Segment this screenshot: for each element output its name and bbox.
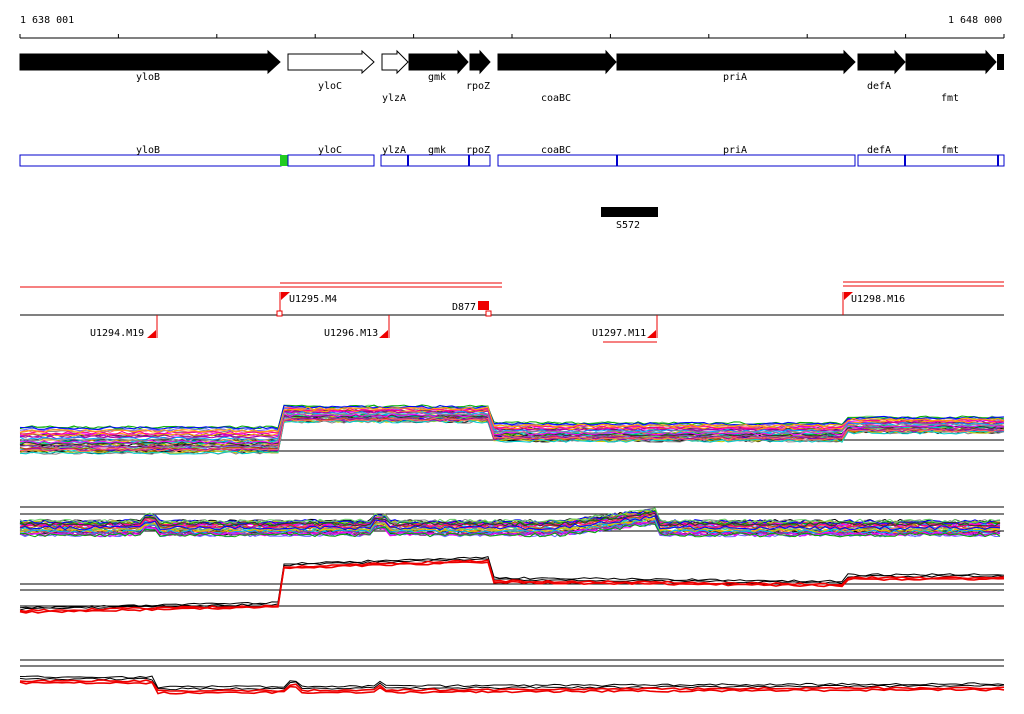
gene-box-yloB[interactable]	[19, 154, 282, 167]
profile-line	[19, 407, 1005, 435]
gene-box-track: yloB yloC ylzA gmk rpoZ coaBC priA defA …	[19, 145, 1005, 167]
gene-label: defA	[867, 81, 891, 92]
marker-u1295-m4[interactable]: U1295.M4	[276, 292, 337, 317]
feature-track: S572	[601, 207, 658, 231]
profile-line	[19, 561, 1005, 614]
gene-label: fmt	[941, 93, 959, 104]
gene-box-fmt[interactable]	[904, 154, 999, 167]
profile-line	[19, 521, 1001, 537]
marker-label: U1297.M11	[592, 328, 646, 339]
ruler-end-label: 1 648 000	[948, 15, 1002, 26]
profile-line	[19, 555, 1005, 609]
gene-label: yloB	[136, 72, 160, 83]
profile-line	[19, 411, 1005, 442]
marker-u1298-m16[interactable]: U1298.M16	[842, 292, 905, 315]
marker-label: D877	[452, 302, 476, 313]
profile-line	[19, 519, 1001, 535]
gene-arrow-fmt[interactable]	[905, 49, 997, 75]
profile-line	[19, 406, 1005, 433]
expression-panel-pair-2	[19, 659, 1005, 695]
gene-box-green-marker	[280, 155, 288, 166]
gene-arrow-coaBC[interactable]	[497, 49, 617, 75]
gene-arrow-priA[interactable]	[616, 49, 856, 75]
marker-label: U1298.M16	[851, 294, 905, 305]
profile-line	[19, 404, 1005, 430]
profile-line	[19, 559, 1005, 613]
profile-line	[19, 558, 1005, 611]
profile-line	[19, 681, 1005, 695]
gene-arrow-gmk[interactable]	[408, 49, 469, 75]
marker-u1294-m19[interactable]: U1294.M19	[90, 315, 158, 339]
expression-panel-pair-1	[19, 555, 1005, 614]
profile-line	[19, 679, 1005, 693]
marker-label: U1296.M13	[324, 328, 378, 339]
gene-box-coaBC[interactable]	[497, 154, 618, 167]
profile-line	[19, 509, 1001, 525]
gene-label: coaBC	[541, 93, 571, 104]
feature-bar-s572[interactable]	[601, 207, 658, 217]
profile-line	[19, 523, 1001, 538]
expression-panel-multi-1	[19, 404, 1005, 455]
gene-box-ylzA[interactable]	[380, 154, 409, 167]
gene-arrow-yloC[interactable]	[287, 49, 375, 75]
gene-label: rpoZ	[466, 81, 490, 92]
gene-box-label: rpoZ	[466, 145, 490, 156]
gene-label: ylzA	[382, 93, 406, 104]
gene-box-gmk[interactable]	[407, 154, 470, 167]
gene-box-label: yloC	[318, 145, 342, 156]
gene-box-label: defA	[867, 145, 891, 156]
marker-d877[interactable]: D877	[452, 301, 492, 317]
gene-arrow-yloB[interactable]	[19, 49, 281, 75]
gene-box-label: coaBC	[541, 145, 571, 156]
profile-line	[19, 413, 1004, 445]
marker-label: U1294.M19	[90, 328, 144, 339]
gene-label: yloC	[318, 81, 342, 92]
profile-line	[19, 417, 1005, 452]
gene-box-rpoZ[interactable]	[468, 154, 491, 167]
gene-label: priA	[723, 72, 747, 83]
feature-label: S572	[616, 220, 640, 231]
marker-u1296-m13[interactable]: U1296.M13	[324, 315, 390, 339]
gene-box-label: priA	[723, 145, 747, 156]
ruler-start-label: 1 638 001	[20, 15, 74, 26]
profile-line	[19, 675, 1005, 689]
gene-arrow-rpoZ[interactable]	[469, 49, 491, 75]
gene-arrow-defA[interactable]	[857, 49, 906, 75]
gene-arrow-ylzA[interactable]	[381, 49, 409, 75]
profile-line	[19, 511, 1001, 527]
coordinate-ruler: 1 638 001 1 648 000	[19, 15, 1005, 39]
marker-label: U1295.M4	[289, 294, 337, 305]
profile-line	[19, 677, 1005, 691]
gene-arrow-next-fragment	[997, 54, 1004, 70]
marker-track: U1295.M4 D877 U1298.M16 U1294.M19 U1296.…	[20, 281, 1004, 343]
gene-box-label: yloB	[136, 145, 160, 156]
gene-arrow-track: yloB yloC ylzA gmk rpoZ coaBC priA defA …	[19, 49, 1004, 104]
ruler-ticks	[19, 34, 1005, 38]
gene-box-yloC[interactable]	[287, 154, 375, 167]
gene-box-label: ylzA	[382, 145, 406, 156]
profile-line	[19, 419, 1005, 455]
gene-box-priA[interactable]	[616, 154, 856, 167]
gene-label: gmk	[428, 72, 446, 83]
marker-u1297-m11[interactable]: U1297.M11	[592, 315, 658, 343]
gene-box-label: fmt	[941, 145, 959, 156]
gene-box-label: gmk	[428, 145, 446, 156]
expression-panel-multi-2	[19, 506, 1004, 538]
gene-box-defA[interactable]	[857, 154, 906, 167]
profile-line	[19, 415, 1004, 449]
profile-line	[19, 515, 1001, 531]
profile-line	[19, 507, 1001, 524]
